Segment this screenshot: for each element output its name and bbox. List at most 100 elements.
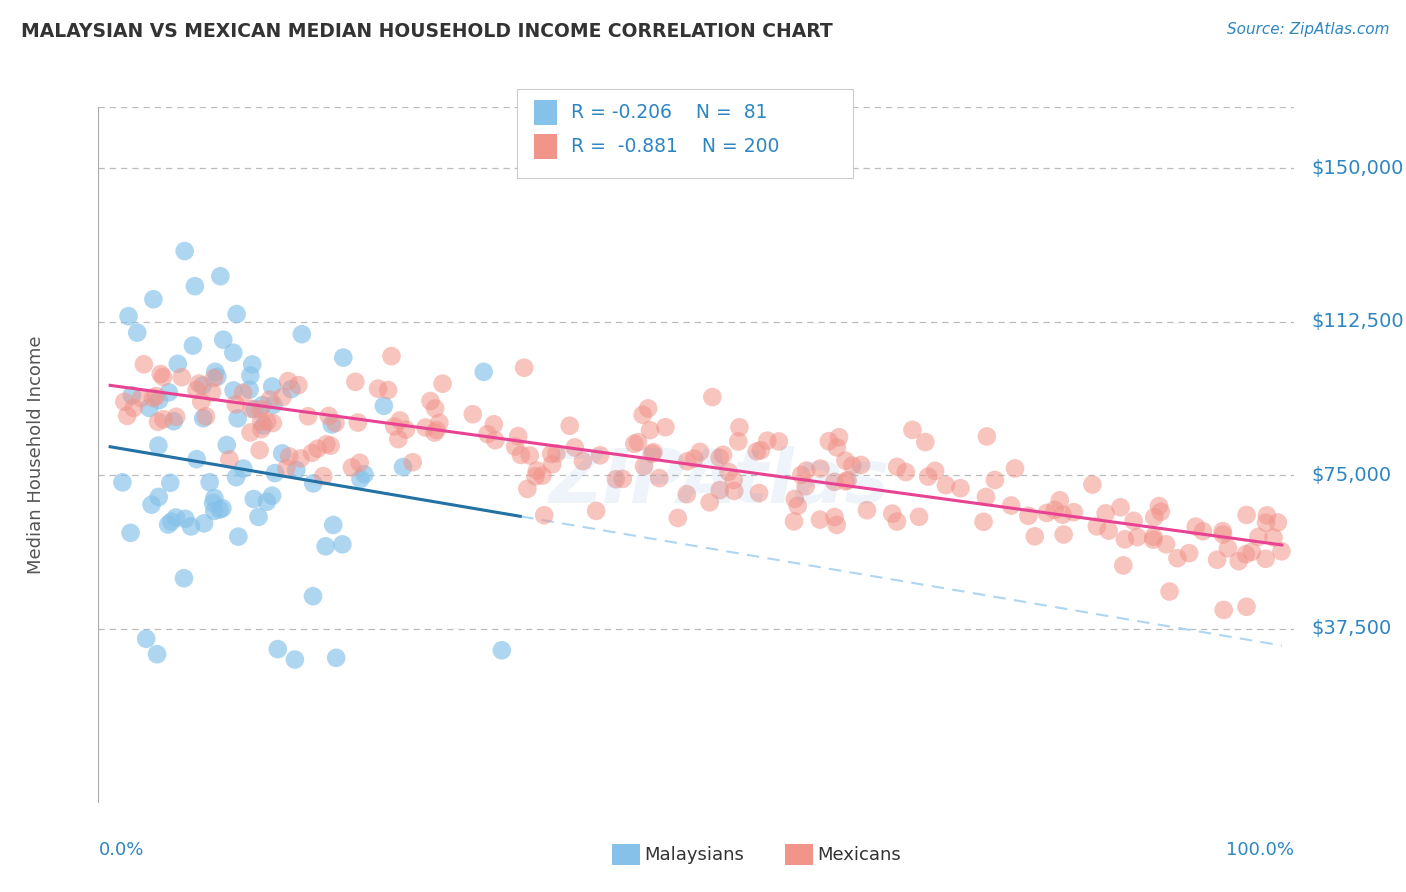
Point [387,432,409,446]
Point [145,389,167,403]
Point [723,483,745,498]
Point [1212,524,1234,538]
Point [425,423,447,437]
Point [392,460,415,475]
Point [380,349,402,363]
Point [146,647,169,661]
Point [745,444,768,458]
Point [1254,551,1277,566]
Point [1052,527,1074,541]
Point [284,652,307,666]
Point [1263,531,1285,545]
Point [1043,503,1066,517]
Point [190,394,212,409]
Point [1063,505,1085,519]
Point [157,385,180,400]
Point [1142,530,1164,544]
Text: Median Household Income: Median Household Income [27,335,45,574]
Point [142,391,165,405]
Point [315,437,337,451]
Text: R = -0.206    N =  81: R = -0.206 N = 81 [571,103,768,122]
Point [572,454,595,468]
Point [209,269,232,284]
Point [648,471,671,485]
Point [141,498,163,512]
Point [423,425,446,440]
Point [193,411,215,425]
Point [1270,544,1292,558]
Point [332,351,354,365]
Point [242,491,264,506]
Point [419,394,441,409]
Point [709,483,731,497]
Point [276,461,298,475]
Point [1212,603,1234,617]
Point [349,472,371,486]
Point [585,504,607,518]
Point [142,293,165,307]
Point [340,460,363,475]
Point [122,401,145,415]
Point [321,417,343,432]
Point [186,383,208,397]
Point [148,439,170,453]
Point [127,326,149,340]
Point [111,475,134,490]
Point [935,478,957,492]
Point [135,632,157,646]
Point [148,490,170,504]
Text: 0.0%: 0.0% [98,841,143,859]
Point [325,651,347,665]
Point [768,434,790,449]
Point [1000,499,1022,513]
Point [225,470,247,484]
Point [541,458,564,472]
Point [152,370,174,384]
Point [243,402,266,417]
Point [278,450,301,464]
Point [828,430,851,444]
Point [612,472,634,486]
Point [239,383,262,397]
Point [1024,529,1046,543]
Point [166,357,188,371]
Point [256,414,278,428]
Point [1154,537,1177,551]
Point [728,420,751,434]
Point [218,452,240,467]
Point [312,469,335,483]
Point [711,448,734,462]
Point [709,450,731,465]
Point [546,446,568,460]
Point [509,448,531,462]
Point [1142,533,1164,547]
Point [1267,516,1289,530]
Point [605,472,627,486]
Point [249,443,271,458]
Point [297,409,319,424]
Point [207,369,229,384]
Point [540,447,562,461]
Point [849,458,872,472]
Point [503,440,526,454]
Point [277,374,299,388]
Point [322,518,344,533]
Point [395,423,418,437]
Point [508,429,530,443]
Point [908,509,931,524]
Point [173,244,195,258]
Point [1126,530,1149,544]
Point [689,445,711,459]
Point [1081,477,1104,491]
Point [856,503,879,517]
Point [170,370,193,384]
Point [1004,461,1026,475]
Point [1017,508,1039,523]
Point [1109,500,1132,515]
Point [699,495,721,509]
Point [1159,584,1181,599]
Point [252,418,274,433]
Point [256,494,278,508]
Point [794,464,817,478]
Point [783,491,806,506]
